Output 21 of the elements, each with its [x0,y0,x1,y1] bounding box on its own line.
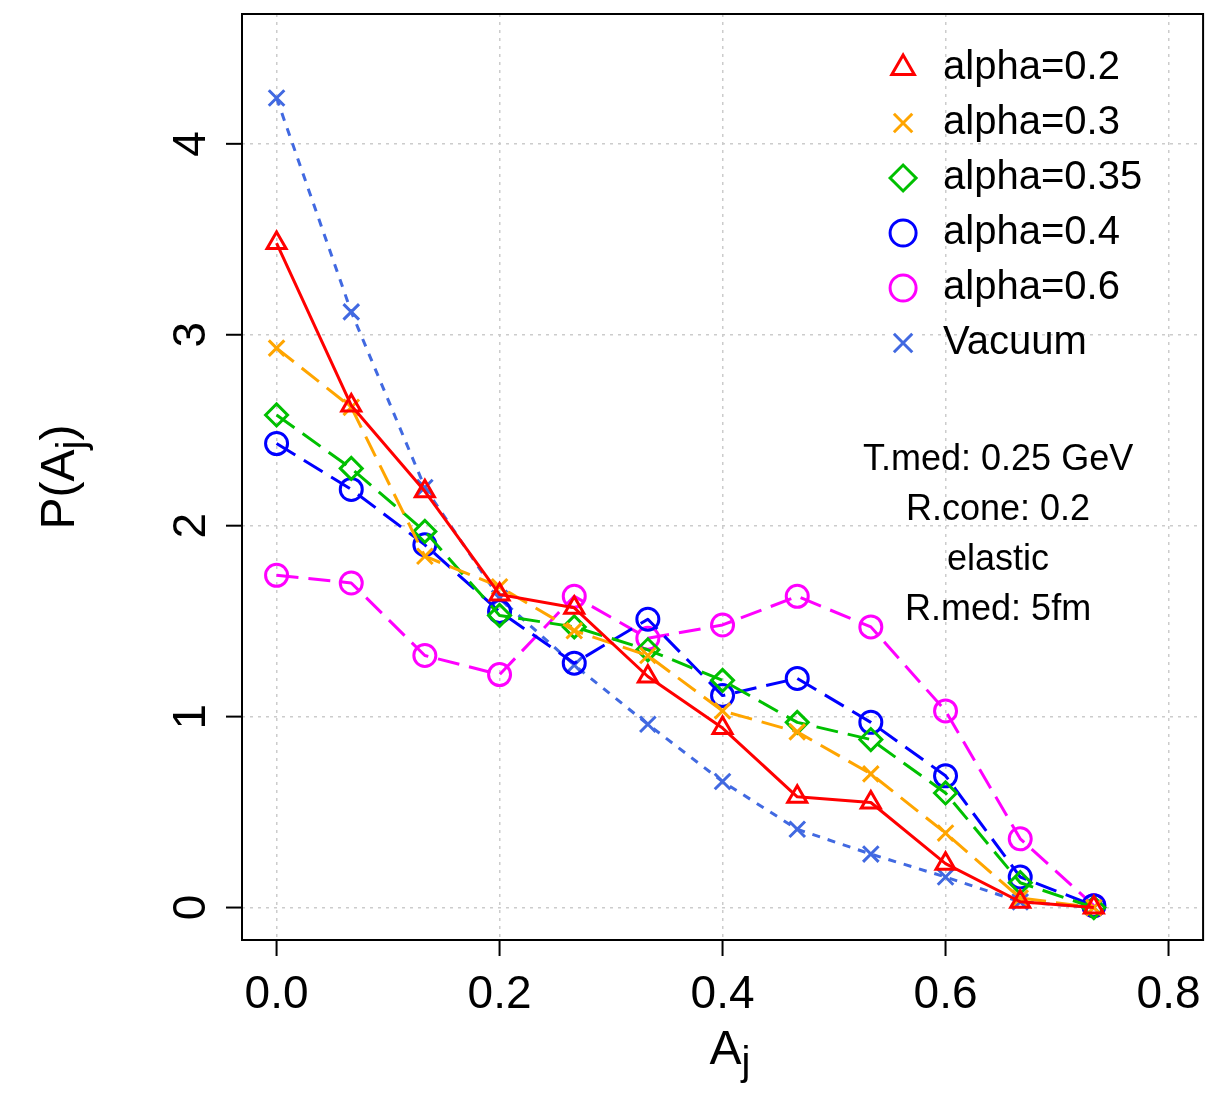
y-tick-label: 4 [162,131,215,157]
legend-label: alpha=0.3 [943,98,1120,143]
legend-label: alpha=0.4 [943,208,1120,253]
x-axis-title: A$_{j}$ [709,1020,751,1084]
y-tick-label: 2 [162,512,215,539]
x-tick-label: 0.2 [467,966,532,1019]
x-tick-label: 0.4 [690,966,755,1019]
annotation: R.cone: 0.2 [906,486,1091,528]
legend-label: Vacuum [943,318,1087,363]
y-tick-label: 1 [162,703,215,730]
x-tick-label: 0.0 [244,966,309,1019]
annotation: T.med: 0.25 GeV [863,436,1134,478]
legend-label: alpha=0.6 [943,263,1120,308]
x-tick-label: 0.6 [913,966,978,1019]
x-tick-label: 0.8 [1136,966,1201,1019]
annotation: R.med: 5fm [905,586,1092,628]
legend-label: alpha=0.35 [943,153,1143,198]
legend-label: alpha=0.2 [943,43,1120,88]
y-tick-label: 0 [162,894,215,921]
annotation: elastic [947,536,1050,578]
y-tick-label: 3 [162,321,215,348]
